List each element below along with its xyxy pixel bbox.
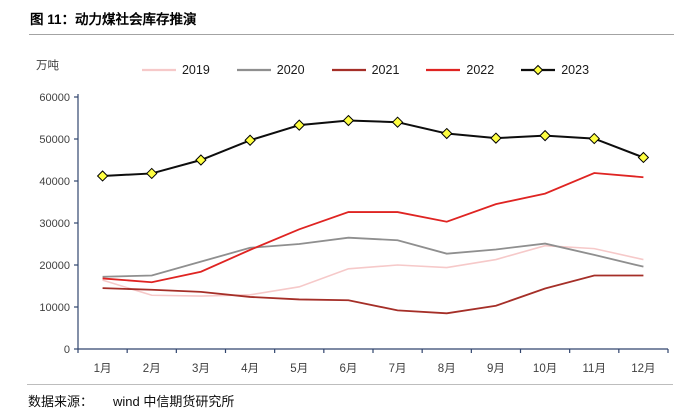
legend-item-2021: 2021 xyxy=(331,63,400,77)
diamond-marker xyxy=(490,132,502,144)
svg-text:20000: 20000 xyxy=(39,260,70,272)
series-2021 xyxy=(102,274,644,315)
diamond-marker xyxy=(96,170,109,182)
legend-label: 2021 xyxy=(371,63,400,77)
legend-swatch-2021 xyxy=(331,68,366,72)
svg-text:60000: 60000 xyxy=(39,92,70,104)
svg-text:7月: 7月 xyxy=(389,363,407,375)
data-source: 数据来源： wind 中信期货研究所 xyxy=(28,391,234,410)
series-2022 xyxy=(102,172,644,284)
svg-text:10000: 10000 xyxy=(39,302,70,314)
svg-text:9月: 9月 xyxy=(487,363,505,375)
series-2019 xyxy=(102,244,644,297)
diamond-marker xyxy=(146,167,158,180)
x-axis-tick-labels: 1月 2月 3月 4月 5月 6月 7月 8月 9月 10月 11月 12月 xyxy=(94,363,656,375)
legend-item-2019: 2019 xyxy=(141,63,210,77)
svg-text:12月: 12月 xyxy=(631,363,655,375)
diamond-marker xyxy=(342,114,355,127)
legend-swatch-2019 xyxy=(141,68,176,72)
legend-label: 2019 xyxy=(181,63,210,77)
diamond-marker xyxy=(244,134,256,146)
chart-legend: 2019 2020 2021 2022 2023 xyxy=(15,63,700,77)
legend-label: 2023 xyxy=(561,63,590,77)
legend-swatch-2023 xyxy=(521,64,556,76)
svg-text:11月: 11月 xyxy=(583,363,606,375)
svg-text:8月: 8月 xyxy=(438,363,456,375)
diamond-marker xyxy=(293,119,305,131)
svg-text:5月: 5月 xyxy=(290,363,308,375)
svg-text:2月: 2月 xyxy=(143,363,161,375)
data-source-label: 数据来源： xyxy=(28,394,94,409)
legend-swatch-2020 xyxy=(236,68,271,72)
svg-text:1月: 1月 xyxy=(94,363,112,375)
y-axis-tick-labels: 0 10000 20000 30000 40000 50000 60000 xyxy=(39,92,70,356)
legend-item-2023: 2023 xyxy=(520,63,589,77)
series-2023 xyxy=(96,114,650,182)
svg-text:0: 0 xyxy=(64,344,70,356)
svg-text:3月: 3月 xyxy=(192,363,210,375)
svg-text:6月: 6月 xyxy=(339,363,357,375)
figure-title: 图 11：动力煤社会库存推演 xyxy=(30,12,197,27)
svg-text:4月: 4月 xyxy=(241,363,259,375)
y-axis-unit-label: 万吨 xyxy=(36,60,59,72)
axes xyxy=(74,94,669,353)
diamond-marker xyxy=(637,151,650,164)
title-divider xyxy=(29,34,674,35)
footer-divider xyxy=(27,384,673,385)
diamond-marker xyxy=(195,154,207,166)
diamond-marker xyxy=(588,132,600,145)
svg-text:10月: 10月 xyxy=(533,363,557,375)
legend-label: 2022 xyxy=(466,63,495,77)
legend-label: 2020 xyxy=(276,63,305,77)
series-2020 xyxy=(102,236,644,278)
legend-item-2020: 2020 xyxy=(236,63,305,77)
diamond-marker xyxy=(539,129,551,142)
svg-text:30000: 30000 xyxy=(39,218,70,230)
legend-item-2022: 2022 xyxy=(425,63,494,77)
diamond-marker xyxy=(391,116,404,128)
svg-text:50000: 50000 xyxy=(39,134,70,146)
data-source-value: wind 中信期货研究所 xyxy=(113,394,235,409)
diamond-marker xyxy=(441,127,453,140)
svg-text:40000: 40000 xyxy=(39,176,70,188)
legend-swatch-2022 xyxy=(426,68,461,72)
